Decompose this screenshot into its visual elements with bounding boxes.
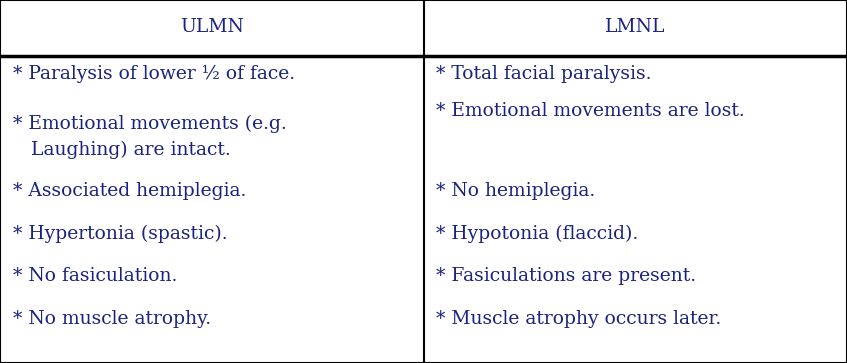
Text: LMNL: LMNL <box>605 18 666 36</box>
Text: * Total facial paralysis.: * Total facial paralysis. <box>436 65 651 83</box>
Text: * Hypotonia (flaccid).: * Hypotonia (flaccid). <box>436 225 639 243</box>
Text: * Muscle atrophy occurs later.: * Muscle atrophy occurs later. <box>436 310 722 329</box>
Text: * Emotional movements (e.g.
   Laughing) are intact.: * Emotional movements (e.g. Laughing) ar… <box>13 114 286 159</box>
Text: * Hypertonia (spastic).: * Hypertonia (spastic). <box>13 225 227 243</box>
Text: * No fasiculation.: * No fasiculation. <box>13 267 177 285</box>
Text: * Fasiculations are present.: * Fasiculations are present. <box>436 267 696 285</box>
Text: * Associated hemiplegia.: * Associated hemiplegia. <box>13 182 246 200</box>
Text: ULMN: ULMN <box>180 18 244 36</box>
Text: * Emotional movements are lost.: * Emotional movements are lost. <box>436 102 745 120</box>
Text: * No hemiplegia.: * No hemiplegia. <box>436 182 595 200</box>
Text: * Paralysis of lower ½ of face.: * Paralysis of lower ½ of face. <box>13 65 295 83</box>
Text: * No muscle atrophy.: * No muscle atrophy. <box>13 310 211 329</box>
